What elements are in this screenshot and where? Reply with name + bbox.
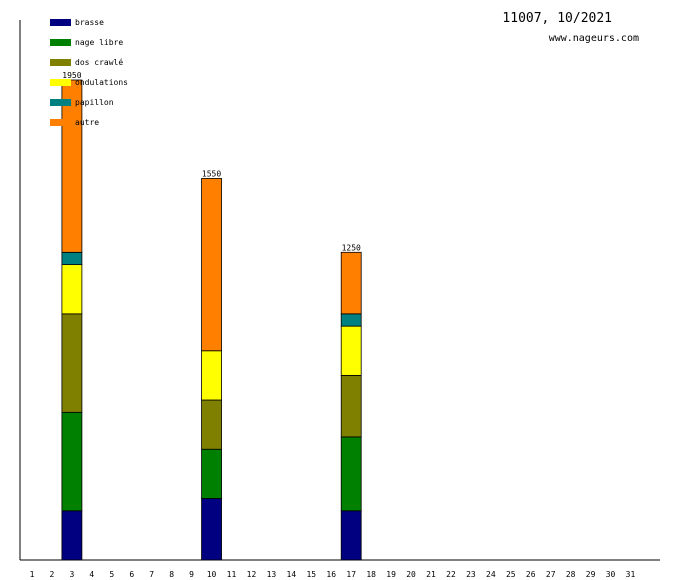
legend: brasse nage libre dos crawlé ondulations pap… [50, 18, 128, 127]
x-tick-label-24: 24 [486, 570, 496, 579]
legend-label-autre: autre [75, 118, 99, 127]
bar-segment-day-10-nage-libre [201, 448, 222, 499]
bar-total-label-day-3: 1950 [62, 71, 81, 80]
legend-swatch-dos-crawle [50, 59, 71, 66]
bar-segment-day-17-papillon [340, 313, 362, 327]
x-tick-label-15: 15 [306, 570, 316, 579]
legend-label-nage-libre: nage libre [75, 38, 123, 47]
legend-swatch-ondulations [50, 79, 71, 86]
bar-segment-day-10-ondulations [201, 350, 222, 401]
x-tick-label-16: 16 [326, 570, 336, 579]
x-tick-label-1: 1 [30, 570, 35, 579]
x-tick-label-29: 29 [586, 570, 596, 579]
x-tick-label-31: 31 [626, 570, 636, 579]
x-tick-label-26: 26 [526, 570, 536, 579]
legend-label-dos-crawle: dos crawlé [75, 57, 123, 67]
x-tick-label-25: 25 [506, 570, 516, 579]
x-tick-label-3: 3 [69, 570, 74, 579]
x-tick-label-19: 19 [386, 570, 396, 579]
bar-segment-day-10-autre [201, 178, 222, 352]
legend-swatch-nage-libre [50, 39, 71, 46]
x-tick-labels: 1 2 3 4 5 6 7 8 9 10 11 12 13 14 15 16 17 18 19 20 21 22 23 24 2… [30, 570, 636, 579]
chart-axes [19, 20, 660, 561]
chart-title: 11007, 10/2021 [502, 11, 612, 26]
x-tick-label-2: 2 [50, 570, 55, 579]
x-tick-label-27: 27 [546, 570, 556, 579]
x-tick-label-30: 30 [606, 570, 616, 579]
legend-label-brasse: brasse [75, 18, 104, 27]
x-tick-label-17: 17 [346, 570, 356, 579]
x-tick-label-8: 8 [169, 570, 174, 579]
x-tick-label-9: 9 [189, 570, 194, 579]
x-tick-label-7: 7 [149, 570, 154, 579]
x-tick-label-5: 5 [109, 570, 114, 579]
bar-total-label-day-17: 1250 [342, 243, 361, 252]
legend-swatch-papillon [50, 99, 71, 106]
bar-total-labels: 1950 1550 1250 [62, 71, 361, 252]
bars-layer [61, 79, 362, 561]
bar-segment-day-17-dos-crawle [340, 374, 362, 438]
bar-segment-day-3-nage-libre [61, 411, 83, 512]
bar-segment-day-3-papillon [61, 251, 83, 266]
bar-segment-day-17-autre [340, 251, 362, 315]
bar-segment-day-3-ondulations [61, 264, 83, 315]
legend-swatch-brasse [50, 19, 71, 26]
x-tick-label-18: 18 [366, 570, 376, 579]
x-tick-label-10: 10 [207, 570, 217, 579]
x-tick-label-11: 11 [227, 570, 237, 579]
x-tick-label-13: 13 [267, 570, 277, 579]
bar-total-label-day-10: 1550 [202, 169, 221, 178]
x-tick-label-14: 14 [287, 570, 297, 579]
bar-segment-day-17-ondulations [340, 325, 362, 376]
bar-segment-day-3-dos-crawle [61, 313, 83, 413]
legend-label-ondulations: ondulations [75, 78, 128, 87]
bar-segment-day-17-brasse [340, 510, 362, 561]
x-tick-label-6: 6 [129, 570, 134, 579]
chart-subtitle: www.nageurs.com [549, 33, 639, 44]
legend-label-papillon: papillon [75, 98, 114, 107]
x-tick-label-21: 21 [426, 570, 436, 579]
bar-segment-day-3-brasse [61, 510, 83, 561]
x-tick-label-23: 23 [466, 570, 476, 579]
legend-swatch-autre [50, 119, 71, 126]
x-tick-label-4: 4 [89, 570, 94, 579]
bar-segment-day-10-dos-crawle [201, 399, 222, 450]
x-tick-label-20: 20 [406, 570, 416, 579]
x-tick-label-12: 12 [247, 570, 257, 579]
x-tick-label-22: 22 [446, 570, 456, 579]
x-tick-label-28: 28 [566, 570, 576, 579]
bar-segment-day-17-nage-libre [340, 436, 362, 512]
bar-segment-day-10-brasse [201, 498, 222, 561]
